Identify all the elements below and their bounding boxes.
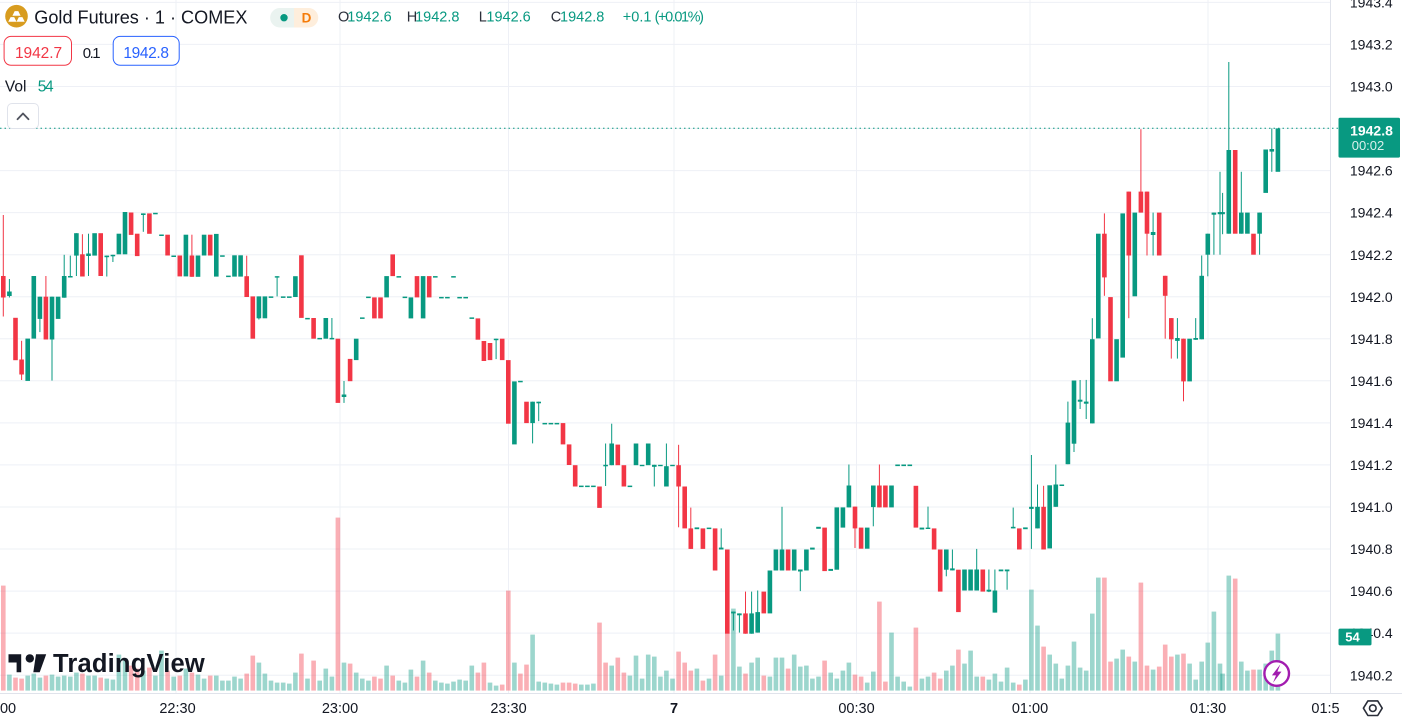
svg-text:00:02: 00:02 bbox=[1352, 138, 1385, 153]
svg-text:1942.7: 1942.7 bbox=[15, 45, 62, 62]
svg-text:01:30: 01:30 bbox=[1190, 701, 1226, 717]
svg-text:1940.6: 1940.6 bbox=[1350, 583, 1393, 599]
svg-text:1941.6: 1941.6 bbox=[1350, 373, 1393, 389]
svg-text:54: 54 bbox=[1345, 630, 1360, 645]
svg-text:7: 7 bbox=[670, 701, 678, 717]
svg-text:1940.8: 1940.8 bbox=[1350, 541, 1393, 557]
svg-text:TradingView: TradingView bbox=[53, 650, 205, 678]
svg-text:1941.4: 1941.4 bbox=[1350, 415, 1393, 431]
svg-text:Vol: Vol bbox=[5, 78, 27, 95]
svg-text:1941.2: 1941.2 bbox=[1350, 457, 1393, 473]
svg-text:1943.2: 1943.2 bbox=[1350, 37, 1393, 53]
svg-text:1941.8: 1941.8 bbox=[1350, 331, 1393, 347]
svg-text:1942.8: 1942.8 bbox=[123, 45, 169, 62]
svg-text:54: 54 bbox=[38, 78, 54, 95]
svg-text:0.1: 0.1 bbox=[83, 45, 101, 62]
svg-text:1942.8: 1942.8 bbox=[1350, 122, 1393, 138]
svg-text:1942.4: 1942.4 bbox=[1350, 205, 1393, 221]
svg-text:00:30: 00:30 bbox=[838, 701, 874, 717]
svg-text:01:00: 01:00 bbox=[1012, 701, 1048, 717]
svg-text:1943.4: 1943.4 bbox=[1350, 0, 1393, 11]
svg-text:1940.2: 1940.2 bbox=[1350, 667, 1393, 683]
svg-text:1943.0: 1943.0 bbox=[1350, 79, 1393, 95]
svg-text:1942.6: 1942.6 bbox=[1350, 163, 1393, 179]
svg-text:1942.0: 1942.0 bbox=[1350, 289, 1393, 305]
svg-text:01:5: 01:5 bbox=[1311, 701, 1339, 717]
svg-text:23:00: 23:00 bbox=[322, 701, 358, 717]
svg-text:D: D bbox=[302, 11, 312, 26]
svg-text:Gold Futures · 1 · COMEX: Gold Futures · 1 · COMEX bbox=[34, 7, 247, 28]
svg-text:00: 00 bbox=[0, 701, 16, 717]
svg-text:1941.0: 1941.0 bbox=[1350, 499, 1393, 515]
svg-text:1942.2: 1942.2 bbox=[1350, 247, 1393, 263]
svg-text:22:30: 22:30 bbox=[159, 701, 195, 717]
svg-text:23:30: 23:30 bbox=[490, 701, 526, 717]
